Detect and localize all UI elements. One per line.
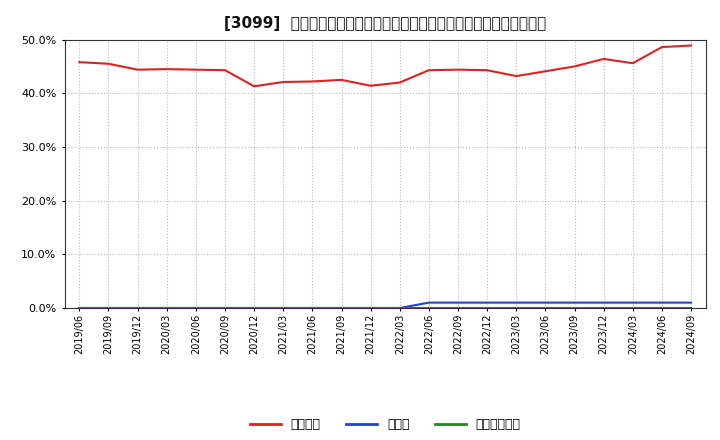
Legend: 自己資本, のれん, 繰延税金資産: 自己資本, のれん, 繰延税金資産	[245, 413, 526, 436]
Title: [3099]  自己資本、のれん、繰延税金資産の総資産に対する比率の推移: [3099] 自己資本、のれん、繰延税金資産の総資産に対する比率の推移	[224, 16, 546, 32]
